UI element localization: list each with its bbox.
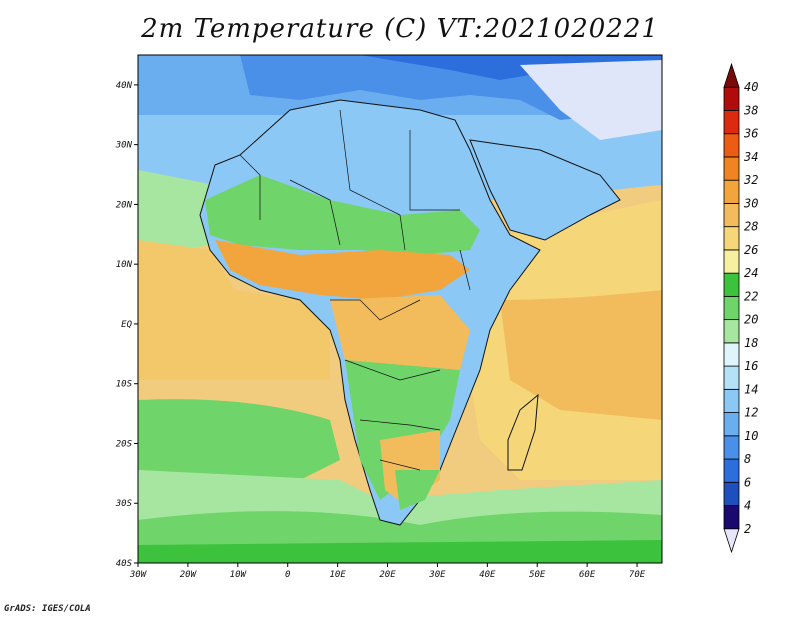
colorbar-label: 2 bbox=[744, 522, 751, 536]
colorbar-segment bbox=[723, 179, 740, 204]
colorbar-segment bbox=[723, 226, 740, 251]
colorbar-segment bbox=[723, 412, 740, 437]
colorbar-segment bbox=[723, 203, 740, 228]
lon-tick-label: 60E bbox=[579, 570, 596, 580]
colorbar-segment bbox=[723, 86, 740, 111]
lon-tick-label: 70E bbox=[629, 570, 646, 580]
colorbar-label: 14 bbox=[744, 382, 758, 396]
lon-tick-label: 10W bbox=[230, 570, 248, 580]
lon-tick-label: 30E bbox=[428, 570, 446, 580]
colorbar-label: 20 bbox=[744, 313, 758, 327]
colorbar-segment bbox=[723, 133, 740, 158]
colorbar-segment bbox=[723, 319, 740, 344]
lat-tick-label: 40S bbox=[116, 559, 133, 569]
colorbar-label: 34 bbox=[743, 150, 758, 164]
colorbar-label: 10 bbox=[744, 429, 758, 443]
colorbar-label: 8 bbox=[744, 452, 751, 466]
colorbar-segment bbox=[723, 458, 740, 483]
lat-tick-label: 30S bbox=[115, 499, 133, 509]
lat-tick-label: EQ bbox=[121, 320, 132, 330]
colorbar-segment bbox=[723, 110, 740, 135]
colorbar-segment bbox=[723, 156, 740, 181]
lat-tick-label: 30N bbox=[115, 141, 133, 151]
colorbar-segment bbox=[723, 249, 740, 274]
lat-tick-label: 20S bbox=[116, 439, 133, 449]
colorbar-label: 12 bbox=[744, 406, 758, 420]
colorbar-segment bbox=[723, 272, 740, 297]
chart-title: 2m Temperature (C) VT:2021020221 bbox=[141, 14, 659, 44]
lon-tick-label: 30W bbox=[129, 570, 148, 580]
colorbar-label: 6 bbox=[744, 475, 751, 489]
lon-tick-label: 50E bbox=[529, 570, 546, 580]
colorbar-label: 32 bbox=[743, 173, 758, 187]
colorbar-label: 16 bbox=[744, 359, 758, 373]
colorbar-label: 26 bbox=[744, 243, 758, 257]
colorbar-segment bbox=[723, 342, 740, 367]
lon-tick-label: 0 bbox=[285, 570, 290, 580]
colorbar-label: 22 bbox=[744, 289, 758, 303]
lat-tick-label: 20N bbox=[116, 200, 133, 210]
colorbar-label: 24 bbox=[744, 266, 758, 280]
colorbar-label: 18 bbox=[744, 336, 758, 350]
credit-text: GrADS: IGES/COLA bbox=[4, 604, 91, 614]
colorbar-label: 4 bbox=[744, 499, 751, 513]
colorbar-segment bbox=[723, 388, 740, 413]
lat-tick-label: 10S bbox=[116, 380, 133, 390]
colorbar-segment bbox=[723, 295, 740, 321]
colorbar-segment bbox=[723, 528, 740, 554]
colorbar-segment bbox=[723, 62, 740, 88]
colorbar-label: 28 bbox=[744, 220, 758, 234]
colorbar-segment bbox=[723, 481, 740, 506]
colorbar-label: 30 bbox=[743, 196, 758, 210]
colorbar-label: 40 bbox=[744, 80, 758, 94]
lon-tick-label: 20E bbox=[379, 570, 396, 580]
colorbar-label: 36 bbox=[743, 127, 758, 141]
lat-tick-label: 10N bbox=[116, 260, 133, 270]
colorbar-segment bbox=[723, 365, 740, 390]
lon-tick-label: 20W bbox=[180, 570, 198, 580]
map-axes: 30W 20W 10W 0 10E 20E 30E 40E 50E 60E 70E 40N 30N 20N… bbox=[115, 81, 646, 580]
map-field bbox=[138, 55, 662, 563]
lon-tick-label: 10E bbox=[329, 570, 346, 580]
colorbar-label: 38 bbox=[743, 103, 758, 117]
lon-tick-label: 40E bbox=[479, 570, 496, 580]
colorbar-segment bbox=[723, 435, 740, 460]
colorbar-segment bbox=[723, 505, 740, 530]
lat-tick-label: 40N bbox=[116, 81, 133, 91]
